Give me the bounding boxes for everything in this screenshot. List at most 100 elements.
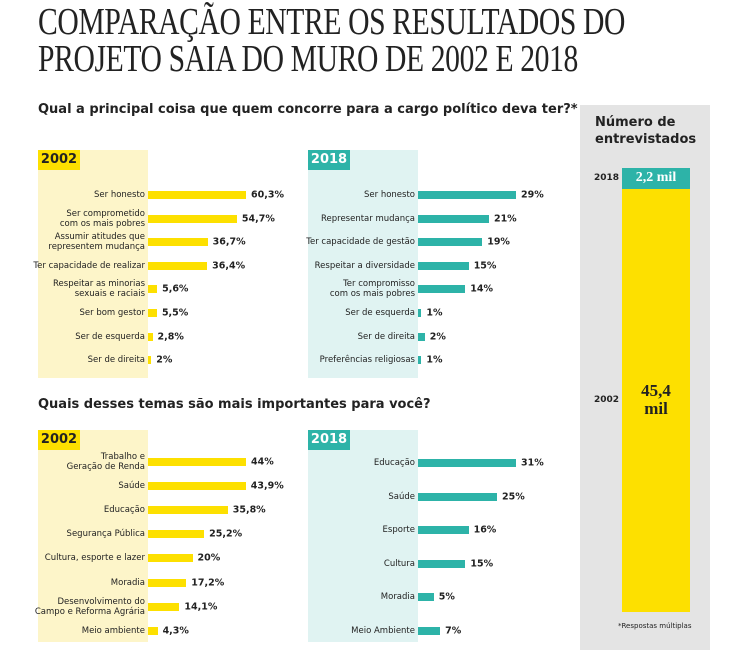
panel-background [38,150,148,378]
bar [148,626,158,635]
value-label: 21% [493,213,517,225]
bar [148,482,246,491]
year-label: 2018 [594,173,620,184]
category-label: Cultura, esporte e lazer [44,553,145,564]
question: Qual a principal coisa que quem concorre… [38,102,578,117]
bar [148,578,187,587]
value-label: 5,6% [162,283,189,295]
bar [148,238,208,247]
bar [148,458,246,466]
bar [418,492,498,501]
value-label: 5% [438,591,455,603]
value-label: 2% [429,331,446,343]
value-label: 54,7% [241,213,275,225]
segment-label: 2,2 mil [635,170,677,186]
panel-header: 2018 [308,430,350,450]
bar [148,309,157,317]
value-label: 14% [470,283,494,295]
category-label: Educação [103,505,145,516]
panel-header: 2002 [38,150,80,170]
column-segment [622,188,690,612]
value-label: 44% [251,456,274,468]
bar [148,214,237,223]
value-label: 43,9% [250,480,284,492]
category-label: Meio ambiente [81,625,145,636]
value-label: 7% [445,625,462,637]
category-label: Ser bom gestor [79,308,145,318]
value-label: 25% [502,491,525,503]
category-label: Assumir atitudes que representem mudança [48,232,145,253]
bar [418,593,434,602]
category-label: Meio Ambiente [351,626,415,636]
category-label: Desenvolvimento do Campo e Reforma Agrár… [34,596,145,617]
year-label: 2002 [594,395,620,406]
footnote: *Respostas múltiplas [618,622,692,630]
bar [148,602,180,611]
sidebar-title: Número de entrevistados [595,115,697,147]
bar [418,332,425,341]
bar [418,526,469,535]
value-label: 60,3% [251,189,284,201]
value-label: 1% [426,354,443,366]
category-label: Representar mudança [320,213,415,224]
bar [148,356,152,365]
category-label: Moradia [380,592,415,603]
value-label: 15% [473,260,497,272]
value-label: 35,8% [232,504,266,516]
bar [148,332,153,341]
value-label: 2,8% [157,331,184,343]
value-label: 14,1% [184,601,218,613]
bar [148,285,158,294]
category-label: Ser de esquerda [345,308,415,318]
value-label: 31% [521,457,544,469]
category-label: Ter capacidade de gestão [306,237,415,248]
bar [148,530,205,539]
value-label: 17,2% [191,577,225,588]
panel-background [308,150,418,378]
bar [418,559,466,568]
category-label: Respeitar a diversidade [314,260,415,271]
category-label: Esporte [382,525,415,536]
value-label: 19% [487,236,510,248]
bar [418,627,441,635]
panel-header: 2018 [308,150,350,170]
bar [418,191,516,199]
value-label: 16% [473,524,497,536]
bar [148,554,193,563]
question: Quais desses temas são mais importantes … [38,397,431,412]
category-label: Ter compromisso com os mais pobres [329,279,415,300]
value-label: 1% [426,307,443,319]
category-label: Ser comprometido com os mais pobres [59,208,145,229]
bar [418,309,422,317]
category-label: Ser honesto [94,190,145,200]
category-label: Segurança Pública [66,529,145,540]
category-label: Ser de direita [357,331,415,342]
value-label: 20% [197,552,221,564]
category-label: Ser de esquerda [75,331,145,342]
value-label: 15% [470,558,494,570]
category-label: Respeitar as minorias sexuais e raciais [53,279,145,300]
title: COMPARAÇÃO ENTRE OS RESULTADOS DO PROJET… [38,1,625,80]
category-label: Ser de direita [87,355,145,366]
category-label: Preferências religiosas [319,355,415,366]
category-label: Saúde [388,491,415,502]
category-label: Ter capacidade de realizar [33,260,145,271]
category-label: Saúde [118,481,145,492]
value-label: 4,3% [162,625,189,637]
category-label: Educação [373,458,415,468]
value-label: 29% [521,189,544,201]
segment-label: 45,4 mil [641,381,671,419]
category-label: Trabalho e Geração de Renda [66,452,145,472]
category-label: Cultura [383,558,415,569]
value-label: 25,2% [209,528,243,540]
bar [418,356,422,365]
bar [418,285,466,294]
bar [418,459,516,467]
bar [418,238,483,247]
panel-header: 2002 [38,430,80,450]
bar [148,191,246,199]
value-label: 36,4% [212,260,246,272]
category-label: Ser honesto [364,190,415,200]
value-label: 36,7% [212,236,246,248]
